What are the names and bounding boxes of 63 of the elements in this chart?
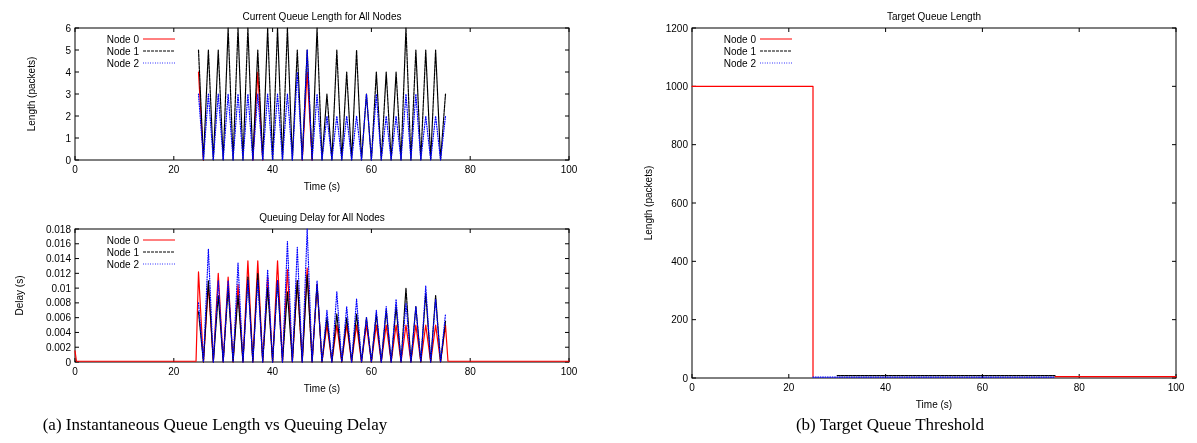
chart-title: Queuing Delay for All Nodes bbox=[259, 212, 385, 223]
legend-label: Node 2 bbox=[106, 258, 140, 270]
y-tick-label: 400 bbox=[671, 255, 689, 267]
chart-title: Target Queue Length bbox=[887, 11, 981, 22]
x-tick-label: 60 bbox=[365, 366, 378, 377]
y-tick-label: 1 bbox=[65, 132, 72, 144]
legend-label: Node 1 bbox=[106, 45, 140, 57]
y-tick-label: 3 bbox=[65, 88, 72, 100]
legend-label: Node 0 bbox=[106, 33, 140, 45]
y-tick-label: 0.004 bbox=[45, 326, 72, 338]
y-tick-label: 1000 bbox=[665, 80, 689, 92]
x-tick-label: 40 bbox=[267, 366, 279, 377]
y-tick-label: 0.014 bbox=[45, 253, 72, 265]
text: (a) Instantaneous Queue Length vs Queuing Delay bbox=[42, 415, 388, 434]
y-tick-label: 6 bbox=[65, 22, 72, 34]
y-tick-label: 0.016 bbox=[45, 238, 72, 250]
legend-label: Node 0 bbox=[106, 234, 140, 246]
y-tick-label: 0.018 bbox=[45, 223, 72, 235]
x-tick-label: 20 bbox=[168, 164, 180, 175]
x-tick-label: 80 bbox=[1073, 382, 1086, 393]
x-tick-label: 40 bbox=[880, 382, 892, 393]
y-axis-title: Length (packets) bbox=[26, 56, 37, 132]
x-tick-label: 0 bbox=[72, 366, 79, 377]
y-axis-title: Delay (s) bbox=[14, 275, 25, 316]
line-series bbox=[197, 228, 447, 363]
y-tick-label: 0 bbox=[65, 154, 72, 166]
x-tick-label: 100 bbox=[560, 366, 578, 377]
legend-label: Node 0 bbox=[723, 33, 757, 45]
legend-label: Node 2 bbox=[723, 57, 757, 69]
y-tick-label: 600 bbox=[671, 197, 689, 209]
y-tick-label: 1200 bbox=[665, 22, 689, 34]
line-series bbox=[197, 49, 447, 161]
chart-title: Current Queue Length for All Nodes bbox=[242, 11, 402, 22]
y-tick-label: 0.01 bbox=[51, 282, 72, 294]
y-tick-label: 5 bbox=[65, 44, 72, 56]
x-tick-label: 0 bbox=[689, 382, 696, 393]
y-tick-label: 4 bbox=[65, 66, 72, 78]
x-tick-label: 100 bbox=[1167, 382, 1185, 393]
y-axis-title: Length (packets) bbox=[643, 165, 654, 241]
legend-label: Node 1 bbox=[106, 246, 140, 258]
x-tick-label: 100 bbox=[560, 164, 578, 175]
y-tick-label: 0 bbox=[65, 356, 72, 368]
x-tick-label: 60 bbox=[365, 164, 378, 175]
x-axis-title: Time (s) bbox=[303, 181, 341, 192]
y-tick-label: 0.006 bbox=[45, 312, 72, 324]
x-tick-label: 80 bbox=[464, 366, 477, 377]
y-tick-label: 0.008 bbox=[45, 297, 72, 309]
text: (b) Target Queue Threshold bbox=[795, 415, 985, 434]
y-tick-label: 0.002 bbox=[45, 341, 72, 353]
x-tick-label: 80 bbox=[464, 164, 477, 175]
y-tick-label: 800 bbox=[671, 139, 689, 151]
x-tick-label: 20 bbox=[783, 382, 795, 393]
legend-label: Node 1 bbox=[723, 45, 757, 57]
x-tick-label: 0 bbox=[72, 164, 79, 175]
x-tick-label: 20 bbox=[168, 366, 180, 377]
legend-label: Node 2 bbox=[106, 57, 140, 69]
x-axis-title: Time (s) bbox=[915, 399, 953, 410]
y-tick-label: 2 bbox=[65, 110, 72, 122]
x-tick-label: 40 bbox=[267, 164, 279, 175]
x-tick-label: 60 bbox=[976, 382, 989, 393]
x-axis-title: Time (s) bbox=[303, 383, 341, 394]
y-tick-label: 200 bbox=[671, 314, 689, 326]
y-tick-label: 0.012 bbox=[45, 267, 72, 279]
